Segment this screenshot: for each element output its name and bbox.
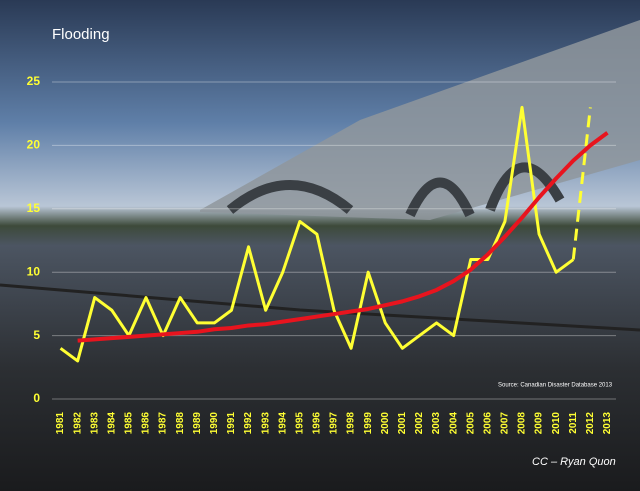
x-tick-label: 2012 <box>585 412 596 435</box>
x-tick-label: 1983 <box>89 412 100 435</box>
x-tick-label: 1988 <box>175 412 186 435</box>
x-tick-label: 1998 <box>346 412 357 435</box>
x-tick-label: 2004 <box>448 412 459 435</box>
x-tick-label: 2007 <box>500 412 511 435</box>
x-tick-label: 1995 <box>294 412 305 435</box>
x-tick-label: 1981 <box>55 412 66 435</box>
x-tick-label: 1989 <box>192 412 203 435</box>
x-tick-label: 1982 <box>72 412 83 435</box>
y-tick-label: 25 <box>27 74 41 88</box>
x-tick-label: 2002 <box>414 412 425 435</box>
y-tick-label: 10 <box>27 264 41 278</box>
x-tick-label: 2005 <box>465 412 476 435</box>
x-tick-label: 1996 <box>312 412 323 435</box>
x-tick-label: 2000 <box>380 412 391 435</box>
x-tick-label: 1994 <box>277 412 288 435</box>
x-tick-label: 2001 <box>397 412 408 435</box>
chart: Flooding Source: Canadian Disaster Datab… <box>0 0 640 491</box>
x-tick-label: 1991 <box>226 412 237 435</box>
y-tick-label: 20 <box>27 138 41 152</box>
x-tick-label: 2006 <box>482 412 493 435</box>
x-tick-label: 1992 <box>243 412 254 435</box>
y-tick-label: 5 <box>33 328 40 342</box>
x-tick-label: 2010 <box>551 412 562 435</box>
source-note: Source: Canadian Disaster Database 2013 <box>498 383 613 389</box>
y-tick-label: 0 <box>33 391 40 405</box>
credit: CC – Ryan Quon <box>532 456 616 468</box>
x-tick-label: 1987 <box>158 412 169 435</box>
x-tick-label: 1985 <box>124 412 135 435</box>
x-tick-label: 2008 <box>517 412 528 435</box>
x-tick-label: 2003 <box>431 412 442 435</box>
y-tick-label: 15 <box>27 201 41 215</box>
x-tick-label: 1993 <box>260 412 271 435</box>
x-tick-label: 2009 <box>534 412 545 435</box>
chart-title: Flooding <box>52 26 110 43</box>
x-tick-label: 1999 <box>363 412 374 435</box>
x-tick-label: 1984 <box>106 412 117 435</box>
x-tick-label: 2013 <box>602 412 613 435</box>
x-tick-label: 2011 <box>568 412 579 434</box>
x-tick-label: 1986 <box>141 412 152 435</box>
x-tick-label: 1997 <box>329 412 340 435</box>
x-tick-label: 1990 <box>209 412 220 435</box>
